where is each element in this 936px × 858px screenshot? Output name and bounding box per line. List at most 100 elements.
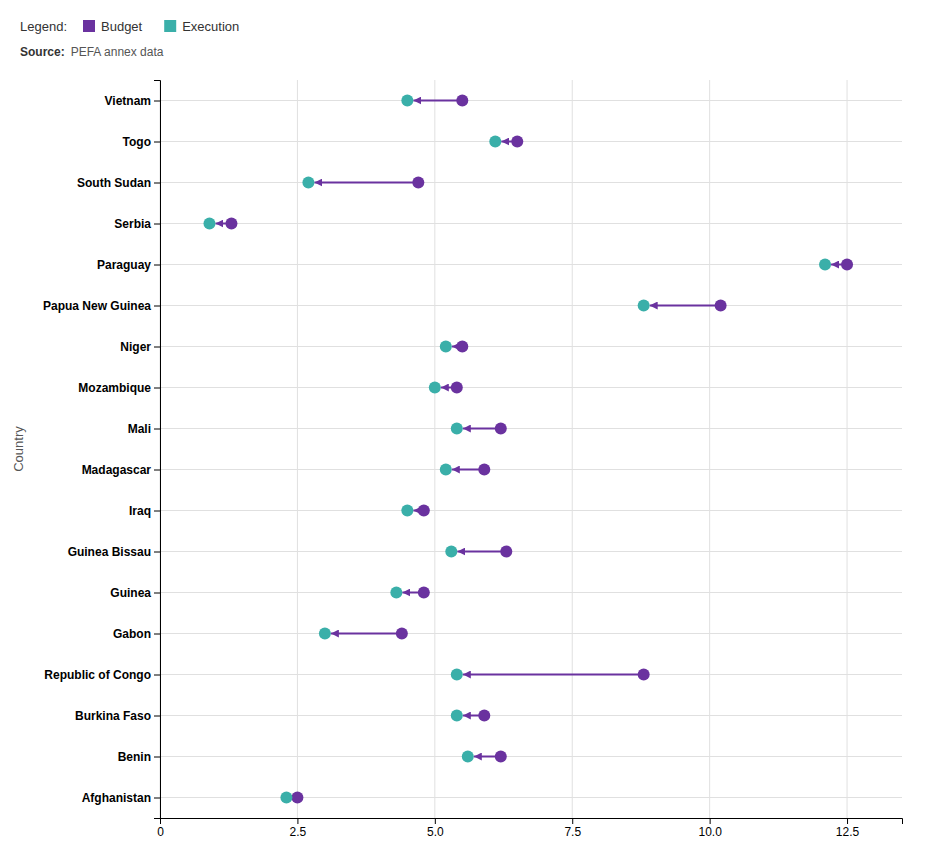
x-tick: 12.5 — [836, 818, 860, 839]
point — [418, 505, 430, 517]
header: Legend:BudgetExecutionSource:PEFA annex … — [20, 19, 239, 60]
y-tick: Guinea — [110, 586, 160, 600]
arrow — [314, 182, 418, 184]
grid-line-x — [297, 80, 298, 818]
y-tick: Gabon — [113, 627, 160, 641]
grid — [160, 80, 902, 818]
y-tick-label: Togo — [123, 135, 151, 149]
point — [841, 259, 853, 271]
chart: Legend:BudgetExecutionSource:PEFA annex … — [0, 0, 936, 858]
point — [302, 177, 314, 189]
x-tick: 10.0 — [698, 818, 722, 839]
x-tick-mark — [710, 818, 711, 824]
grid-line-y — [160, 428, 902, 429]
point — [440, 341, 452, 353]
grid-line-y — [160, 510, 902, 511]
point — [319, 628, 331, 640]
y-tick-mark — [154, 306, 160, 307]
legend-label: Budget — [101, 19, 143, 34]
point — [511, 136, 523, 148]
y-tick-label: Gabon — [113, 627, 151, 641]
legend: Legend:BudgetExecution — [20, 19, 239, 34]
grid-line-x — [572, 80, 573, 818]
y-tick: Papua New Guinea — [43, 299, 160, 313]
marks — [203, 95, 853, 804]
series-points — [203, 95, 831, 804]
y-tick-label: Vietnam — [105, 94, 151, 108]
point — [291, 792, 303, 804]
x-tick-mark — [297, 818, 298, 824]
point — [445, 546, 457, 558]
x-tick-label: 7.5 — [564, 825, 581, 839]
grid-line-y — [160, 797, 902, 798]
y-tick-mark — [154, 716, 160, 717]
y-tick-mark — [154, 798, 160, 799]
y-tick: Benin — [118, 750, 160, 764]
x-tick-label: 10.0 — [698, 825, 722, 839]
y-axis: Vietnam Togo South Sudan Serbia Paraguay Papu… — [43, 81, 161, 819]
y-tick-mark — [154, 429, 160, 430]
point — [203, 218, 215, 230]
x-tick-label: 5.0 — [427, 825, 444, 839]
y-tick-label: Afghanistan — [82, 791, 151, 805]
point — [418, 587, 430, 599]
grid-line-y — [160, 756, 902, 757]
y-tick: Iraq — [129, 504, 160, 518]
y-tick-label: Iraq — [129, 504, 151, 518]
y-tick-label: Guinea Bissau — [68, 545, 151, 559]
y-tick-mark — [154, 552, 160, 553]
point — [401, 505, 413, 517]
point — [462, 751, 474, 763]
legend-swatch — [83, 20, 95, 32]
x-tick-label: 2.5 — [290, 825, 307, 839]
y-tick: Burkina Faso — [75, 709, 160, 723]
y-tick-mark — [154, 347, 160, 348]
legend-swatch — [164, 20, 176, 32]
y-tick: Togo — [123, 135, 160, 149]
grid-line-y — [160, 100, 902, 101]
y-tick: Mali — [128, 422, 160, 436]
y-tick-label: Burkina Faso — [75, 709, 151, 723]
point — [478, 464, 490, 476]
point — [412, 177, 424, 189]
grid-line-y — [160, 592, 902, 593]
point — [495, 423, 507, 435]
grid-line-y — [160, 305, 902, 306]
series-points — [225, 95, 853, 804]
y-axis-title: Country — [11, 426, 26, 472]
y-tick: Serbia — [114, 217, 160, 231]
y-tick-label: Guinea — [110, 586, 151, 600]
y-tick-label: Madagascar — [82, 463, 152, 477]
y-tick-label: South Sudan — [77, 176, 151, 190]
y-tick-mark — [154, 101, 160, 102]
x-tick-mark — [435, 818, 436, 824]
grid-line-y — [160, 264, 902, 265]
y-tick-mark — [154, 388, 160, 389]
x-tick: 5.0 — [427, 818, 444, 839]
point — [225, 218, 237, 230]
point — [451, 423, 463, 435]
y-tick-mark — [154, 634, 160, 635]
arrow — [650, 305, 721, 307]
y-tick-label: Paraguay — [97, 258, 151, 272]
arrow — [463, 674, 644, 676]
y-tick-mark — [154, 593, 160, 594]
y-tick-label: Serbia — [114, 217, 151, 231]
point — [280, 792, 292, 804]
point — [495, 751, 507, 763]
y-tick: Paraguay — [97, 258, 160, 272]
y-tick-label: Mozambique — [78, 381, 151, 395]
arrow — [413, 100, 462, 102]
grid-line-y — [160, 674, 902, 675]
y-tick-label: Mali — [128, 422, 151, 436]
y-tick: Madagascar — [82, 463, 160, 477]
grid-line-y — [160, 141, 902, 142]
y-tick-label: Niger — [120, 340, 151, 354]
legend-item: Budget — [83, 19, 143, 34]
point — [429, 382, 441, 394]
y-tick-mark — [154, 675, 160, 676]
grid-line-y — [160, 551, 902, 552]
point — [715, 300, 727, 312]
point — [500, 546, 512, 558]
grid-line-x — [434, 80, 435, 818]
